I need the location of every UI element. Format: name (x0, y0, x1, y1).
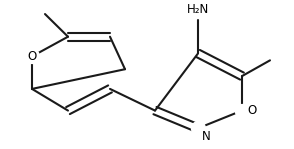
Text: N: N (202, 130, 211, 143)
Text: O: O (27, 50, 37, 63)
Text: H₂N: H₂N (187, 3, 209, 16)
Text: O: O (247, 104, 256, 117)
